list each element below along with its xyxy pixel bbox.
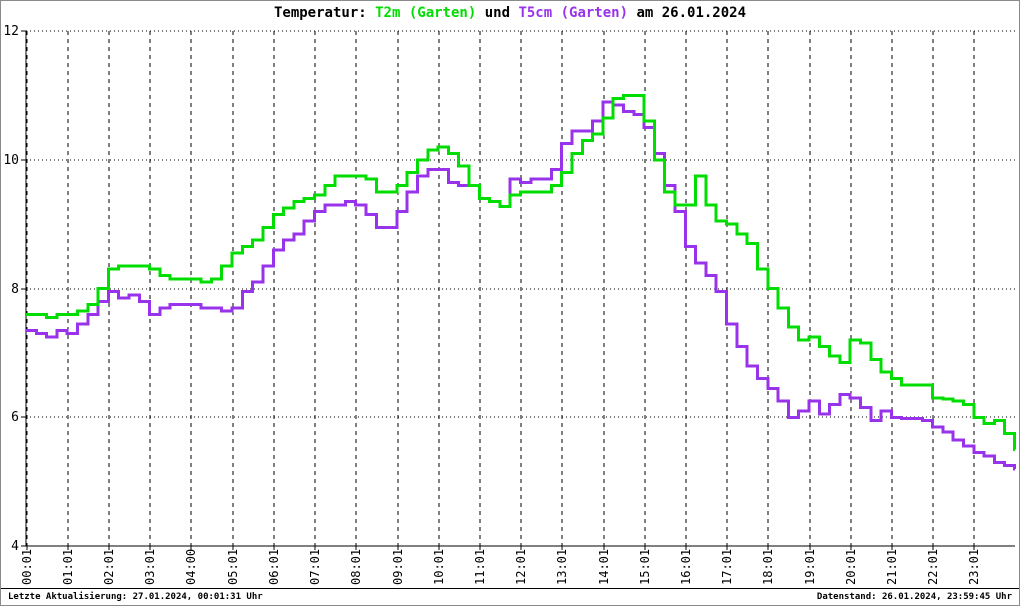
svg-text:6: 6 — [11, 410, 19, 425]
x-tick-labels: 00:01 01:01 02:01 03:01 04:00 05:01 06:01 07:01… — [20, 549, 981, 585]
svg-text:13:01: 13:01 — [555, 549, 569, 585]
svg-text:07:01: 07:01 — [308, 549, 322, 585]
svg-text:21:01: 21:01 — [885, 549, 899, 585]
svg-text:10: 10 — [3, 153, 19, 168]
title-text-connector: und — [476, 5, 519, 21]
chart-title: Temperatur: T2m (Garten) und T5cm (Garte… — [1, 5, 1019, 21]
svg-text:19:01: 19:01 — [803, 549, 817, 585]
series-line-t2m-garten — [26, 93, 1016, 451]
y-tick-labels: 12 10 8 6 4 — [3, 24, 19, 554]
svg-text:20:01: 20:01 — [844, 549, 858, 585]
svg-text:01:01: 01:01 — [61, 549, 75, 585]
svg-text:02:01: 02:01 — [102, 549, 116, 585]
data-timestamp-label: Datenstand: 26.01.2024, 23:59:45 Uhr — [816, 592, 1012, 602]
title-t5cm-series-label: T5cm (Garten) — [518, 5, 629, 21]
svg-text:16:01: 16:01 — [679, 549, 693, 585]
svg-text:09:01: 09:01 — [391, 549, 405, 585]
svg-text:10:01: 10:01 — [432, 549, 446, 585]
svg-text:14:01: 14:01 — [597, 549, 611, 585]
svg-text:00:01: 00:01 — [20, 549, 34, 585]
svg-text:12:01: 12:01 — [514, 549, 528, 585]
svg-text:23:01: 23:01 — [967, 549, 981, 585]
svg-text:22:01: 22:01 — [926, 549, 940, 585]
svg-text:08:01: 08:01 — [349, 549, 363, 585]
temperature-chart: 00:01 01:01 02:01 03:01 04:00 05:01 06:01 07:01… — [3, 24, 1016, 585]
status-bar: Letzte Aktualisierung: 27.01.2024, 00:01… — [1, 588, 1019, 605]
last-update-label: Letzte Aktualisierung: 27.01.2024, 00:01… — [8, 592, 263, 602]
svg-text:12: 12 — [3, 24, 19, 39]
title-t2m-series-label: T2m (Garten) — [375, 5, 477, 21]
svg-text:04:00: 04:00 — [184, 549, 198, 585]
svg-text:8: 8 — [11, 282, 19, 297]
svg-text:11:01: 11:01 — [473, 549, 487, 585]
svg-text:06:01: 06:01 — [267, 549, 281, 585]
svg-text:15:01: 15:01 — [638, 549, 652, 585]
svg-text:4: 4 — [11, 539, 19, 554]
axes — [21, 30, 1015, 550]
svg-text:18:01: 18:01 — [761, 549, 775, 585]
series-line-t5cm-garten — [26, 100, 1016, 471]
gridlines — [26, 30, 1015, 546]
svg-text:05:01: 05:01 — [226, 549, 240, 585]
title-text-suffix: am 26.01.2024 — [628, 5, 747, 21]
title-text-prefix: Temperatur: — [273, 5, 376, 21]
svg-text:03:01: 03:01 — [143, 549, 157, 585]
svg-text:17:01: 17:01 — [720, 549, 734, 585]
